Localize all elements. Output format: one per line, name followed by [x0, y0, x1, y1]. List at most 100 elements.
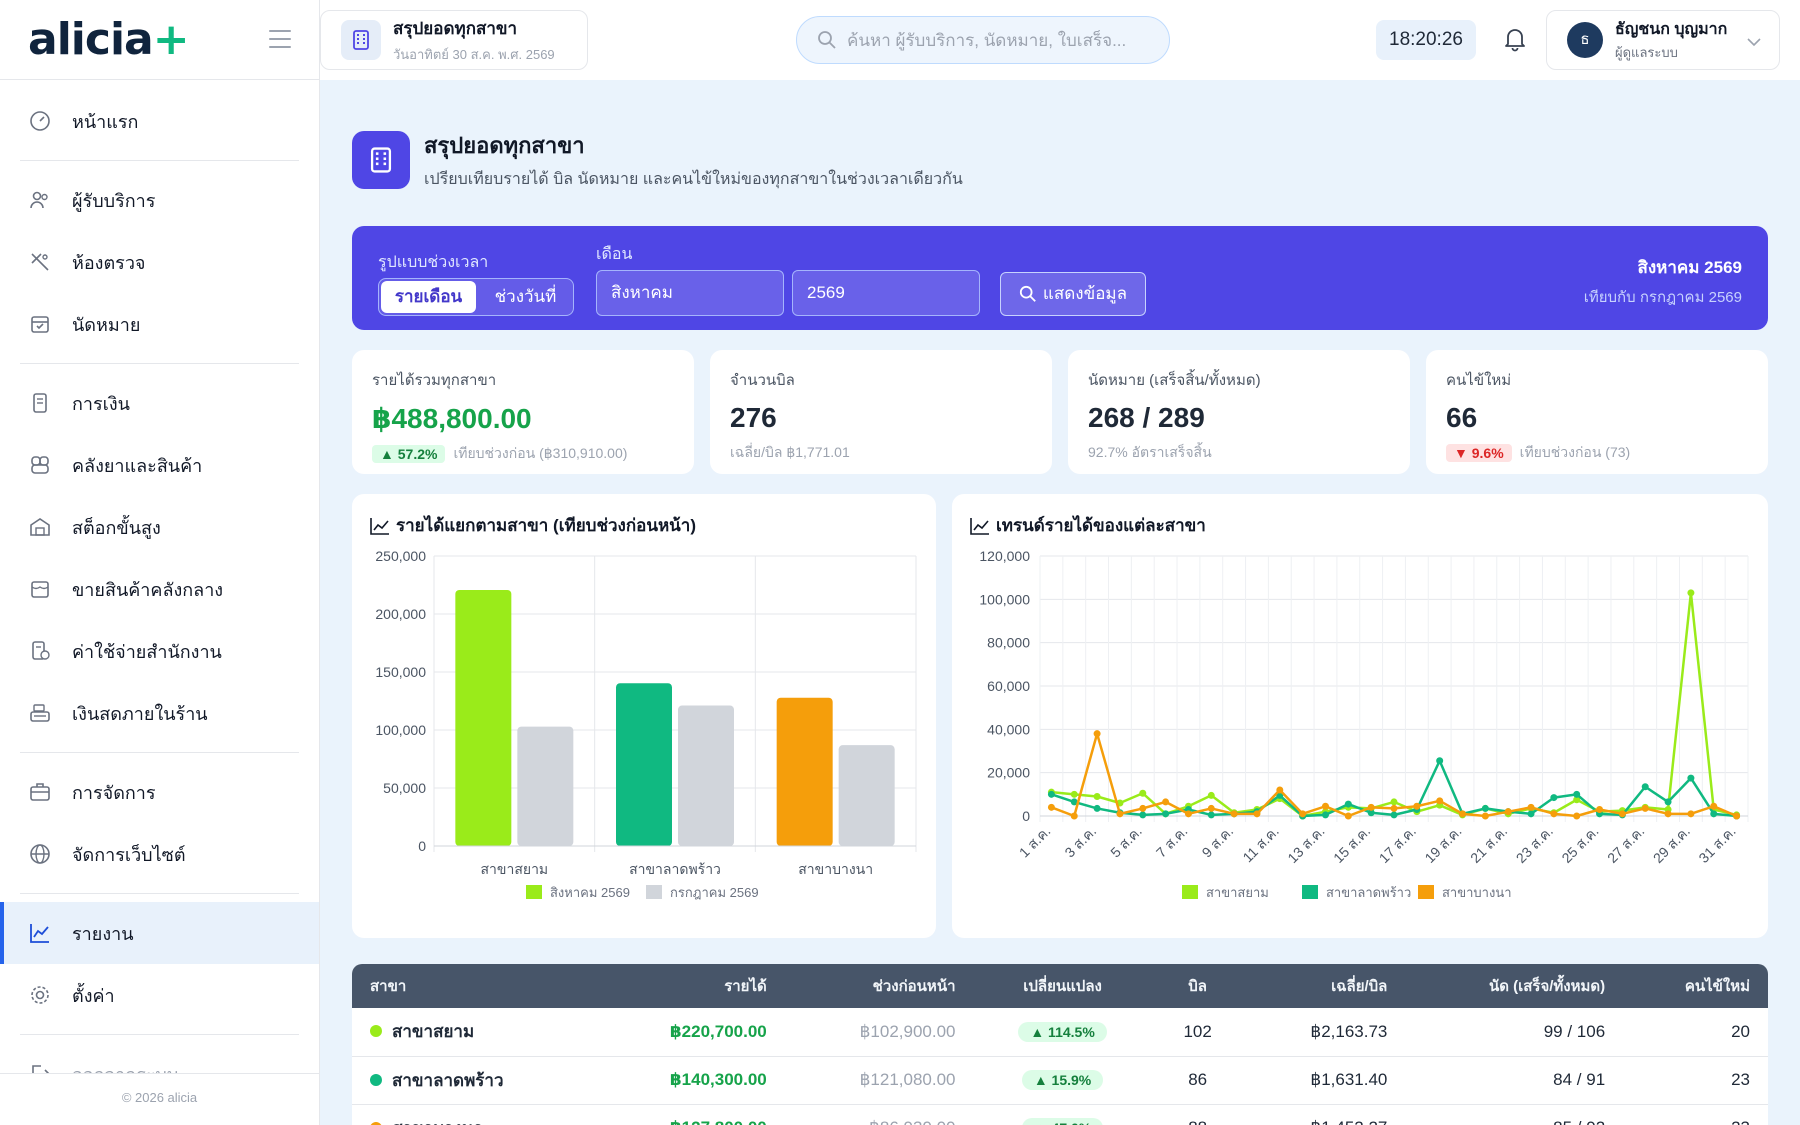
branch-selector[interactable]: สรุปยอดทุกสาขา วันอาทิตย์ 30 ส.ค. พ.ศ. 2… [320, 10, 588, 70]
sidebar-divider [20, 1034, 299, 1035]
col-appts[interactable]: นัด (เสร็จ/ทั้งหมด) [1405, 964, 1624, 1008]
sidebar-item-receipt[interactable]: การเงิน [0, 372, 319, 434]
y-tick-label: 120,000 [979, 548, 1030, 564]
x-tick-label: 13 ส.ค. [1284, 823, 1327, 866]
y-tick-label: 20,000 [987, 765, 1030, 781]
sidebar-item-pharmacy[interactable]: คลังยาและสินค้า [0, 434, 319, 496]
branch-color-dot [370, 1025, 382, 1038]
year-input[interactable]: 2569 [792, 270, 980, 316]
period-title: สิงหาคม 2569 [1637, 258, 1742, 277]
bar-chart-card: รายได้แยกตามสาขา (เทียบช่วงก่อนหน้า) 0 50… [352, 494, 936, 938]
sidebar-item-expense[interactable]: ค่าใช้จ่ายสำนักงาน [0, 620, 319, 682]
revenue-card: รายได้รวมทุกสาขา ฿488,800.00 ▲ 57.2% เทีย… [352, 350, 694, 474]
data-point [1321, 811, 1329, 819]
charts-row: รายได้แยกตามสาขา (เทียบช่วงก่อนหน้า) 0 50… [352, 494, 1768, 938]
y-tick-label: 0 [418, 838, 426, 854]
branch-new: 23 [1623, 1104, 1768, 1125]
sidebar-item-users[interactable]: ผู้รับบริการ [0, 169, 319, 231]
data-point [1207, 804, 1215, 812]
data-point [1047, 790, 1055, 798]
legend-label: สาขาบางนา [1442, 885, 1512, 900]
data-point [1139, 804, 1147, 812]
sidebar-item-label: การจัดการ [72, 782, 156, 803]
sidebar-item-label: ผู้รับบริการ [72, 190, 156, 211]
table-row[interactable]: สาขาลาดพร้าว ฿140,300.00 ฿121,080.00 ▲ 15.9… [352, 1056, 1768, 1105]
sidebar-item-cash-register[interactable]: เงินสดภายในร้าน [0, 682, 319, 744]
search-input[interactable]: ค้นหา ผู้รับบริการ, นัดหมาย, ใบเสร็จ... [847, 30, 1127, 50]
col-revenue[interactable]: รายได้ [594, 964, 785, 1008]
branch-name: สาขาบางนา [392, 1119, 483, 1125]
bar [838, 745, 895, 846]
legend-swatch [1182, 885, 1198, 899]
x-tick-label: สาขาบางนา [798, 861, 873, 877]
sidebar-item-exam-room[interactable]: ห้องตรวจ [0, 231, 319, 293]
menu-toggle-icon[interactable] [269, 30, 291, 48]
show-data-button[interactable]: แสดงข้อมูล [1000, 272, 1146, 316]
x-tick-label: สาขาสยาม [480, 861, 548, 877]
x-tick-label: 23 ส.ค. [1513, 823, 1556, 866]
building-icon [352, 131, 410, 189]
col-change[interactable]: เปลี่ยนแปลง [973, 964, 1152, 1008]
data-point [1230, 810, 1238, 818]
legend-label: สาขาสยาม [1206, 885, 1269, 900]
y-tick-label: 250,000 [375, 548, 426, 564]
sidebar-item-label: คลังยาและสินค้า [72, 455, 203, 476]
appointments-value: 268 / 289 [1088, 402, 1205, 433]
col-bills[interactable]: บิล [1151, 964, 1244, 1008]
global-search[interactable]: ค้นหา ผู้รับบริการ, นัดหมาย, ใบเสร็จ... [796, 16, 1170, 64]
sidebar-item-dashboard[interactable]: หน้าแรก [0, 90, 319, 152]
sidebar: alicia+ หน้าแรกผู้รับบริการห้องตรวจ นัดหม… [0, 0, 320, 1125]
col-previous[interactable]: ช่วงก่อนหน้า [784, 964, 974, 1008]
page-header: สรุปยอดทุกสาขา เปรียบเทียบรายได้ บิล นัด… [352, 128, 1768, 192]
branch-previous: ฿121,080.00 [784, 1056, 974, 1105]
mode-monthly-button[interactable]: รายเดือน [381, 281, 476, 313]
sidebar-item-globe[interactable]: จัดการเว็บไซต์ [0, 823, 319, 885]
users-icon [28, 188, 52, 212]
data-point [1687, 810, 1695, 818]
bills-label: จำนวนบิล [730, 372, 795, 389]
mode-range-button[interactable]: ช่วงวันที่ [494, 287, 557, 306]
bar-chart: 0 50,000 100,000 150,000 200,000 250,000 สาขาส… [375, 548, 917, 900]
col-new[interactable]: คนไข้ใหม่ [1623, 964, 1768, 1008]
table-row[interactable]: สาขาบางนา ฿127,800.00฿86,930.00 ▲ 47.0% 88฿… [352, 1104, 1768, 1125]
col-branch[interactable]: สาขา [352, 964, 595, 1008]
briefcase-icon [28, 780, 52, 804]
exam-room-icon [28, 250, 52, 274]
sidebar-item-warehouse[interactable]: สต็อกขั้นสูง [0, 496, 319, 558]
trend-chart-icon [370, 517, 389, 535]
sidebar-item-label: ค่าใช้จ่ายสำนักงาน [72, 641, 222, 662]
app-logo[interactable]: alicia+ [28, 14, 190, 65]
col-avg[interactable]: เฉลี่ย/บิล [1243, 964, 1406, 1008]
branch-appts: 84 / 91 [1405, 1056, 1624, 1105]
y-tick-label: 200,000 [375, 606, 426, 622]
sidebar-item-briefcase[interactable]: การจัดการ [0, 761, 319, 823]
bell-icon[interactable] [1500, 24, 1530, 54]
user-menu[interactable]: ธ ธัญชนก บุญมาก ผู้ดูแลระบบ [1546, 10, 1780, 70]
data-point [1527, 810, 1535, 818]
x-tick-label: 3 ส.ค. [1061, 823, 1099, 861]
y-tick-label: 0 [1022, 808, 1030, 824]
sidebar-divider [20, 752, 299, 753]
data-point [1710, 810, 1718, 818]
data-point [1344, 800, 1352, 808]
chart-icon [28, 921, 52, 945]
sidebar-item-calendar[interactable]: นัดหมาย [0, 293, 319, 355]
bar [776, 697, 833, 846]
data-point [1390, 798, 1398, 806]
data-point [1344, 812, 1352, 820]
bar-chart-title: รายได้แยกตามสาขา (เทียบช่วงก่อนหน้า) [396, 516, 697, 535]
data-point [1070, 790, 1078, 798]
data-point [1299, 810, 1307, 818]
sidebar-item-store[interactable]: ขายสินค้าคลังกลาง [0, 558, 319, 620]
sidebar-item-gear[interactable]: ตั้งค่า [0, 964, 319, 1026]
data-point [1276, 786, 1284, 794]
data-point [1641, 804, 1649, 812]
data-point [1139, 789, 1147, 797]
table-row[interactable]: สาขาสยาม ฿220,700.00 ฿102,900.00 ▲ 114.5% 10… [352, 1008, 1768, 1057]
data-point [1116, 810, 1124, 818]
data-point [1139, 811, 1147, 819]
month-select[interactable]: สิงหาคม [596, 270, 784, 316]
data-point [1413, 802, 1421, 810]
sidebar-item-chart[interactable]: รายงาน [0, 902, 319, 964]
mode-label: รูปแบบช่วงเวลา [378, 254, 489, 271]
